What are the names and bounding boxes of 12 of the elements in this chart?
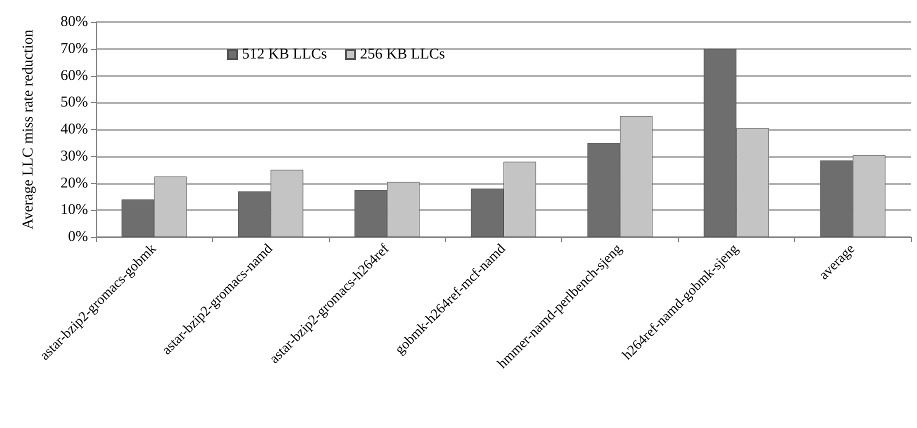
y-tick-label: 20% (60, 175, 88, 192)
y-tick-label: 50% (60, 94, 88, 111)
legend-label: 256 KB LLCs (360, 46, 446, 62)
y-tick-label: 60% (60, 68, 88, 84)
y-tick-label: 0% (68, 229, 88, 245)
legend-label: 512 KB LLCs (242, 46, 328, 62)
y-axis-title: Average LLC miss rate reduction (20, 29, 36, 230)
y-tick-label: 40% (60, 122, 88, 138)
y-tick-label: 30% (60, 148, 88, 164)
y-tick-label: 10% (60, 202, 88, 218)
y-tick-label: 70% (60, 40, 88, 57)
y-tick-label: 80% (60, 14, 88, 30)
